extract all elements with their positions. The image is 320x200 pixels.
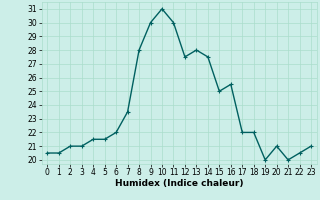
X-axis label: Humidex (Indice chaleur): Humidex (Indice chaleur) — [115, 179, 244, 188]
